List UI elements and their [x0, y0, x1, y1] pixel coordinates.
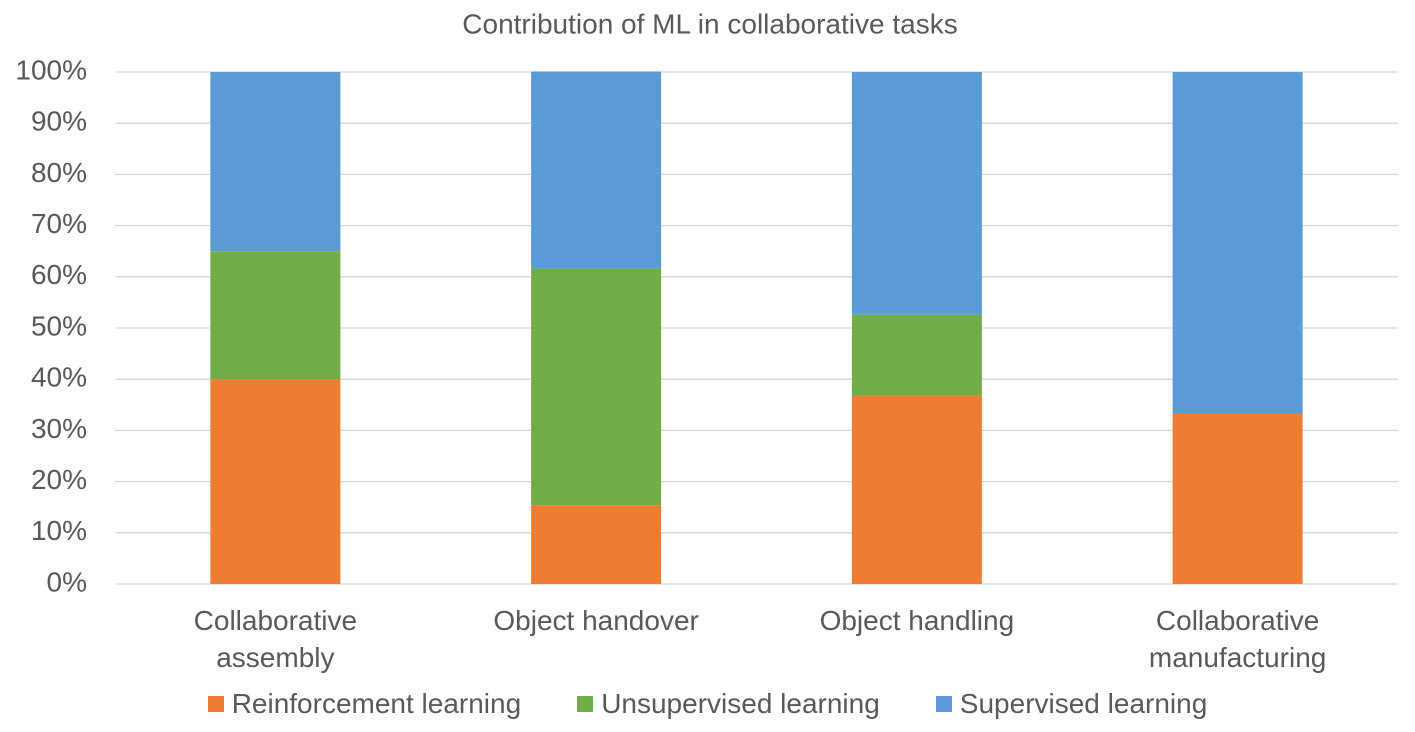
y-tick-label: 50%: [31, 310, 87, 341]
legend-item: Unsupervised learning: [577, 688, 880, 720]
x-tick-label: Collaborative assembly: [193, 605, 358, 673]
y-tick-label: 100%: [15, 54, 87, 85]
legend-swatch: [207, 696, 224, 712]
bar-segment: [210, 72, 341, 252]
y-tick-label: 60%: [31, 259, 87, 290]
bar-segment: [210, 251, 341, 380]
legend: Reinforcement learning Unsupervised learn…: [0, 688, 1415, 720]
x-tick-label: Collaborative manufacturing: [1148, 605, 1327, 673]
y-tick-label: 30%: [31, 413, 87, 444]
legend-label: Supervised learning: [959, 688, 1208, 719]
y-tick-label: 40%: [31, 362, 87, 393]
bar-segment: [851, 314, 982, 396]
y-tick-label: 70%: [31, 208, 87, 239]
y-tick-label: 10%: [31, 515, 87, 546]
y-tick-label: 0%: [47, 566, 87, 597]
bar-segment: [1172, 72, 1303, 414]
bar-segment: [1172, 413, 1303, 584]
x-tick-label: Object handover: [493, 605, 699, 636]
bar-segment: [531, 268, 662, 506]
legend-label: Reinforcement learning: [231, 688, 522, 719]
legend-item: Supervised learning: [935, 688, 1208, 720]
y-tick-label: 80%: [31, 157, 87, 188]
bar-segment: [851, 395, 982, 584]
bar-segment: [851, 72, 982, 315]
bar-segment: [210, 379, 341, 584]
legend-label: Unsupervised learning: [601, 688, 880, 719]
x-tick-label: Object handling: [819, 605, 1015, 636]
chart-title: Contribution of ML in collaborative task…: [462, 8, 957, 39]
bar-segment: [531, 505, 662, 584]
y-tick-label: 20%: [31, 464, 87, 495]
legend-swatch: [935, 696, 952, 712]
legend-item: Reinforcement learning: [207, 688, 522, 720]
legend-swatch: [577, 696, 594, 712]
y-tick-label: 90%: [31, 106, 87, 137]
bar-segment: [531, 71, 662, 269]
